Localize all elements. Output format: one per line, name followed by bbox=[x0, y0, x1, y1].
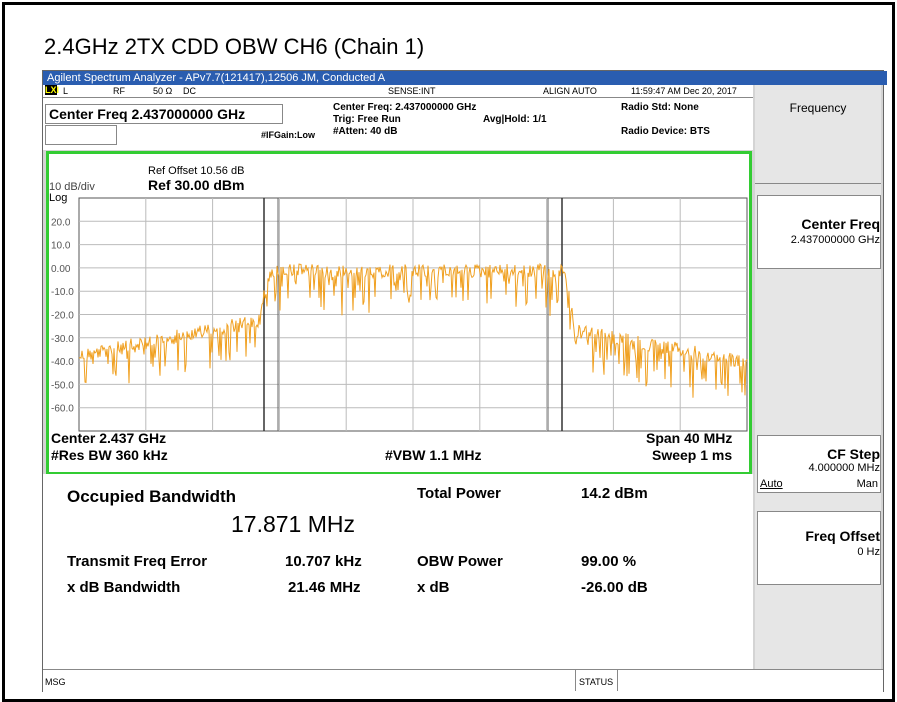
xdb-label: x dB bbox=[417, 579, 450, 596]
xdb-value: -26.00 dB bbox=[581, 579, 648, 596]
ref-offset: Ref Offset 10.56 dB bbox=[148, 165, 245, 177]
obw-power-value: 99.00 % bbox=[581, 553, 637, 570]
trig: Trig: Free Run bbox=[333, 114, 401, 125]
scale: 10 dB/div bbox=[49, 181, 95, 193]
y-tick-label: -40.0 bbox=[51, 357, 74, 368]
page-title: 2.4GHz 2TX CDD OBW CH6 (Chain 1) bbox=[44, 34, 425, 59]
sweep: Sweep 1 ms bbox=[652, 447, 733, 463]
y-tick-label: 20.0 bbox=[51, 217, 71, 228]
softkey-auto: Auto bbox=[760, 478, 783, 490]
impedance: 50 Ω bbox=[153, 86, 173, 96]
softkey-man: Man bbox=[856, 478, 878, 490]
datetime: 11:59:47 AM Dec 20, 2017 bbox=[631, 86, 737, 96]
log: Log bbox=[49, 192, 68, 204]
softkey-label: CF Step bbox=[827, 446, 880, 462]
occupied-bw-value: 17.871 MHz bbox=[231, 511, 356, 537]
softkey-value: 2.437000000 GHz bbox=[790, 234, 880, 246]
divider bbox=[617, 669, 618, 691]
total-power-value: 14.2 dBm bbox=[581, 485, 648, 502]
center-freq: Center Freq: 2.437000000 GHz bbox=[333, 102, 477, 113]
softkey-label: Freq Offset bbox=[805, 528, 880, 544]
radio-std: Radio Std: None bbox=[621, 102, 699, 113]
ifgain: #IFGain:Low bbox=[261, 130, 315, 140]
span: Span 40 MHz bbox=[646, 430, 733, 446]
y-tick-label: -50.0 bbox=[51, 380, 74, 391]
y-tick-label: -10.0 bbox=[51, 287, 74, 298]
input-field bbox=[45, 125, 117, 145]
softkey-value: 0 Hz bbox=[857, 546, 880, 558]
y-tick-label: -30.0 bbox=[51, 334, 74, 345]
softkey-freq-offset[interactable]: Freq Offset 0 Hz bbox=[757, 511, 881, 585]
freq-error-label: Transmit Freq Error bbox=[67, 553, 208, 570]
softkey-menu: Frequency bbox=[755, 85, 881, 184]
coupling: DC bbox=[183, 86, 196, 96]
y-tick-label: -20.0 bbox=[51, 311, 74, 322]
radio-device: Radio Device: BTS bbox=[621, 126, 710, 137]
softkey-center-freq[interactable]: Center Freq 2.437000000 GHz bbox=[757, 195, 881, 269]
msg: MSG bbox=[45, 677, 66, 687]
menu-title: Frequency bbox=[789, 101, 847, 115]
status-row bbox=[43, 85, 753, 98]
results-panel bbox=[43, 474, 753, 669]
align: ALIGN AUTO bbox=[543, 86, 597, 96]
divider bbox=[575, 669, 576, 691]
plot-area bbox=[46, 151, 752, 475]
trace bbox=[78, 262, 748, 398]
indicator: LXI bbox=[45, 85, 60, 95]
plot-svg: 20.0 10.0 0.00 -10.0 -20.0 -30.0 -40.0 -50.0 -60… bbox=[51, 197, 748, 432]
obw-power-label: OBW Power bbox=[417, 553, 503, 570]
mode: L bbox=[63, 86, 69, 96]
avg-hold: Avg|Hold: 1/1 bbox=[483, 114, 547, 125]
ref-level: Ref 30.00 dBm bbox=[148, 177, 245, 193]
xdb-bw-value: 21.46 MHz bbox=[288, 579, 361, 596]
statusbar bbox=[43, 669, 883, 692]
analyzer-window: Agilent Spectrum Analyzer - APv7.7(12141… bbox=[42, 70, 887, 692]
window-titlebar: Agilent Spectrum Analyzer - APv7.7(12141… bbox=[43, 71, 887, 85]
atten: #Atten: 40 dB bbox=[333, 126, 398, 137]
softkey-cf-step[interactable]: CF Step 4.000000 MHz Auto Man bbox=[757, 435, 881, 493]
center-freq-box: Center Freq 2.437000000 GHz bbox=[45, 104, 283, 124]
sense: SENSE:INT bbox=[388, 86, 436, 96]
softkey-label: Center Freq bbox=[801, 216, 880, 232]
y-tick-label: -60.0 bbox=[51, 404, 74, 415]
total-power-label: Total Power bbox=[417, 485, 501, 502]
freq-error-value: 10.707 kHz bbox=[285, 553, 362, 570]
vbw: #VBW 1.1 MHz bbox=[385, 447, 482, 463]
softkey-value: 4.000000 MHz bbox=[808, 462, 880, 474]
y-tick-label: 0.00 bbox=[51, 264, 71, 275]
occupied-bw-label: Occupied Bandwidth bbox=[67, 487, 237, 506]
header bbox=[43, 98, 753, 150]
rf: RF bbox=[113, 86, 125, 96]
status: STATUS bbox=[579, 677, 614, 687]
center: Center 2.437 GHz bbox=[51, 430, 167, 446]
xdb-bw-label: x dB Bandwidth bbox=[67, 579, 181, 596]
res-bw: #Res BW 360 kHz bbox=[51, 447, 168, 463]
y-tick-label: 10.0 bbox=[51, 241, 71, 252]
